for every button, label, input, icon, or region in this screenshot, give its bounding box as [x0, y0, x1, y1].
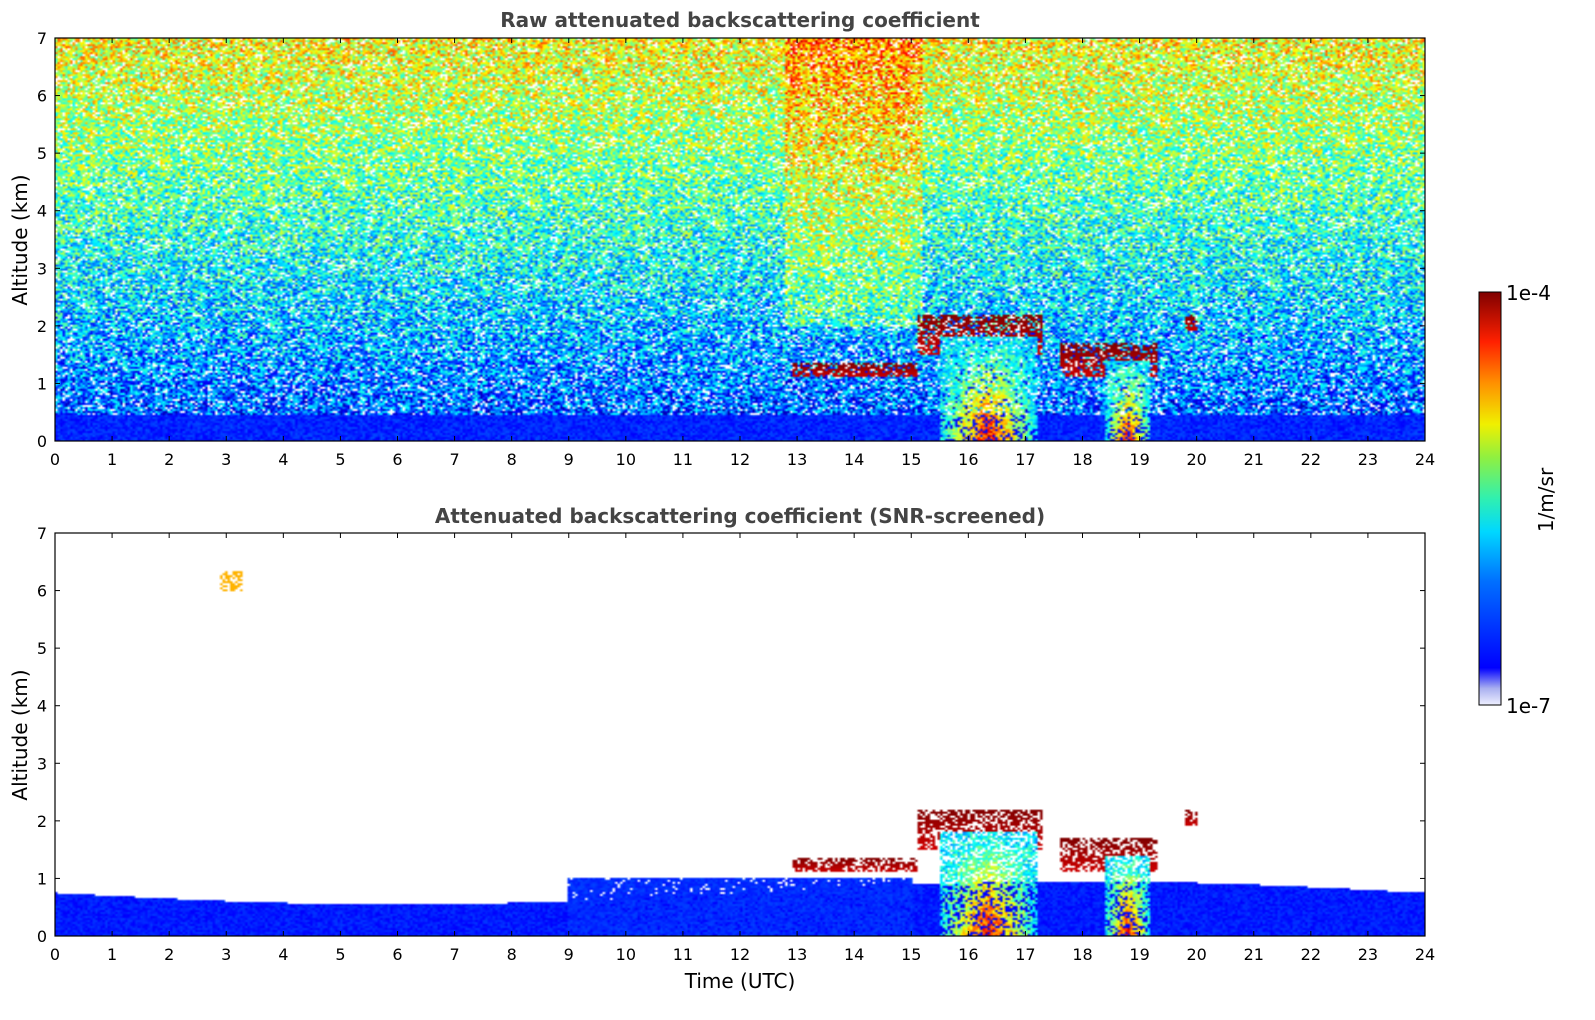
x-tick-label: 8 — [507, 450, 517, 469]
x-tick-label: 4 — [278, 945, 288, 964]
x-tick-label: 6 — [392, 945, 402, 964]
x-tick-label: 17 — [1015, 945, 1035, 964]
x-tick-label: 2 — [164, 450, 174, 469]
x-tick-label: 3 — [221, 450, 231, 469]
x-tick-label: 5 — [335, 450, 345, 469]
x-tick-label: 6 — [392, 450, 402, 469]
y-tick-label: 6 — [37, 582, 47, 601]
x-tick-label: 1 — [107, 945, 117, 964]
x-tick-label: 7 — [449, 945, 459, 964]
y-tick-label: 6 — [37, 87, 47, 106]
y-tick-label: 2 — [37, 812, 47, 831]
x-tick-label: 21 — [1244, 450, 1264, 469]
x-tick-label: 5 — [335, 945, 345, 964]
screened-x-ticks: 0 1 2 3 4 5 6 7 8 9 10 11 12 13 14 15 16 17 18 19 20 21 22 23 24 — [50, 533, 1435, 964]
x-tick-label: 24 — [1415, 450, 1435, 469]
x-tick-label: 7 — [449, 450, 459, 469]
y-tick-label: 2 — [37, 317, 47, 336]
screened-heatmap-image — [55, 533, 1425, 936]
x-tick-label: 22 — [1301, 450, 1321, 469]
x-tick-label: 13 — [787, 945, 807, 964]
x-tick-label: 16 — [958, 945, 978, 964]
x-tick-label: 20 — [1186, 450, 1206, 469]
y-tick-label: 5 — [37, 144, 47, 163]
x-tick-label: 21 — [1244, 945, 1264, 964]
raw-y-axis-label: Altitude (km) — [8, 174, 32, 305]
x-tick-label: 14 — [844, 945, 864, 964]
screened-y-ticks: 0 1 2 3 4 5 6 7 — [37, 524, 1425, 946]
y-tick-label: 4 — [37, 202, 47, 221]
x-tick-label: 12 — [730, 450, 750, 469]
raw-backscatter-panel: Raw attenuated backscattering coefficien… — [8, 8, 1435, 469]
x-tick-label: 11 — [673, 450, 693, 469]
x-tick-label: 18 — [1072, 450, 1092, 469]
heatmap-raster — [55, 533, 1425, 936]
raw-x-ticks: 0 1 2 3 4 5 6 7 8 9 10 11 12 13 14 15 16 17 18 19 20 21 22 23 24 — [50, 38, 1435, 469]
x-tick-label: 12 — [730, 945, 750, 964]
x-tick-label: 20 — [1186, 945, 1206, 964]
screened-backscatter-panel: Attenuated backscattering coefficient (S… — [8, 504, 1435, 993]
colorbar-max-label: 1e-4 — [1506, 281, 1551, 305]
y-tick-label: 7 — [37, 524, 47, 543]
x-tick-label: 1 — [107, 450, 117, 469]
x-tick-label: 24 — [1415, 945, 1435, 964]
x-tick-label: 10 — [616, 450, 636, 469]
raw-heatmap-image — [55, 38, 1425, 441]
x-tick-label: 14 — [844, 450, 864, 469]
x-tick-label: 8 — [507, 945, 517, 964]
raw-y-ticks: 0 1 2 3 4 5 6 7 — [37, 29, 1425, 451]
x-tick-label: 9 — [564, 945, 574, 964]
y-tick-label: 7 — [37, 29, 47, 48]
x-tick-label: 4 — [278, 450, 288, 469]
x-tick-label: 11 — [673, 945, 693, 964]
x-tick-label: 17 — [1015, 450, 1035, 469]
x-tick-label: 2 — [164, 945, 174, 964]
y-tick-label: 1 — [37, 869, 47, 888]
y-tick-label: 4 — [37, 697, 47, 716]
x-tick-label: 18 — [1072, 945, 1092, 964]
x-tick-label: 19 — [1129, 450, 1149, 469]
colorbar-unit-label: 1/m/sr — [1534, 467, 1558, 532]
heatmap-raster — [55, 38, 1425, 441]
y-tick-label: 5 — [37, 639, 47, 658]
x-tick-label: 15 — [901, 450, 921, 469]
y-tick-label: 3 — [37, 754, 47, 773]
x-tick-label: 3 — [221, 945, 231, 964]
colorbar: 1e-4 1e-7 1/m/sr — [1478, 281, 1558, 718]
colorbar-min-label: 1e-7 — [1506, 694, 1551, 718]
x-tick-label: 22 — [1301, 945, 1321, 964]
x-tick-label: 16 — [958, 450, 978, 469]
x-tick-label: 23 — [1358, 450, 1378, 469]
colorbar-gradient — [1478, 291, 1502, 706]
x-tick-label: 23 — [1358, 945, 1378, 964]
screened-y-axis-label: Altitude (km) — [8, 669, 32, 800]
x-tick-label: 10 — [616, 945, 636, 964]
x-tick-label: 9 — [564, 450, 574, 469]
y-tick-label: 0 — [37, 432, 47, 451]
x-tick-label: 15 — [901, 945, 921, 964]
raw-panel-title: Raw attenuated backscattering coefficien… — [500, 8, 980, 32]
y-tick-label: 3 — [37, 259, 47, 278]
screened-panel-title: Attenuated backscattering coefficient (S… — [435, 504, 1045, 528]
x-tick-label: 13 — [787, 450, 807, 469]
y-tick-label: 1 — [37, 374, 47, 393]
x-axis-label: Time (UTC) — [684, 969, 796, 993]
x-tick-label: 0 — [50, 945, 60, 964]
x-tick-label: 0 — [50, 450, 60, 469]
x-tick-label: 19 — [1129, 945, 1149, 964]
y-tick-label: 0 — [37, 927, 47, 946]
